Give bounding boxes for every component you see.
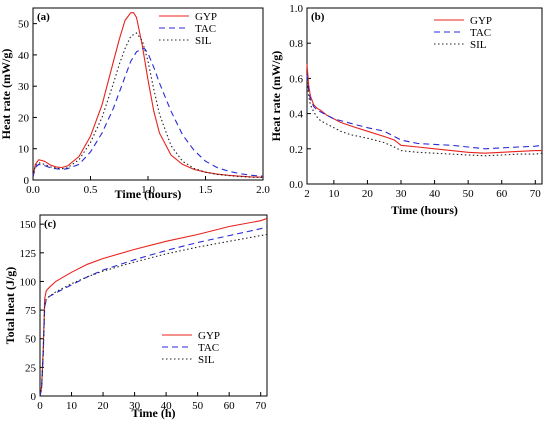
x-tick-label: 2.0 (256, 184, 270, 196)
y-axis-label: Heat rate (mW/g) (0, 49, 13, 140)
x-tick-label: 40 (161, 400, 173, 412)
panel-letter: (a) (37, 11, 50, 23)
y-tick-label: 75 (25, 305, 37, 317)
x-tick-label: 0.0 (26, 184, 40, 196)
y-tick-label: 100 (20, 276, 37, 288)
y-tick-label: 50 (25, 334, 37, 346)
x-tick-label: 30 (129, 400, 141, 412)
x-tick-label: 60 (496, 188, 508, 200)
series-line-tac (32, 48, 264, 178)
x-axis-label: Time (h) (131, 406, 175, 420)
y-tick-label: 0 (24, 175, 30, 187)
legend-label-sil: SIL (195, 35, 212, 47)
x-tick-label: 10 (66, 400, 78, 412)
x-tick-label: 70 (255, 400, 267, 412)
y-tick-label: 30 (18, 81, 30, 93)
y-tick-label: 0.4 (289, 109, 303, 121)
y-tick-label: 0.8 (289, 38, 303, 50)
legend-label-tac: TAC (198, 342, 219, 354)
y-tick-label: 50 (18, 19, 30, 31)
legend-label-gyp: GYP (195, 11, 217, 23)
x-tick-label: 20 (362, 188, 374, 200)
y-tick-label: 0 (31, 391, 37, 403)
y-tick-label: 0.2 (289, 144, 303, 156)
legend-label-tac: TAC (470, 27, 491, 39)
series-line-sil (32, 32, 264, 179)
legend-label-tac: TAC (195, 23, 216, 35)
y-tick-label: 25 (25, 362, 37, 374)
y-tick-label: 20 (18, 112, 30, 124)
y-tick-label: 125 (20, 248, 37, 260)
plot-frame (32, 7, 264, 181)
x-axis-label: Time (hours) (391, 203, 458, 217)
x-tick-label: 0 (37, 400, 43, 412)
plot-frame (306, 7, 543, 185)
panel-letter: (c) (44, 218, 57, 230)
y-tick-label: 1.0 (289, 3, 303, 15)
x-tick-label: 1.5 (199, 184, 213, 196)
series-line-tac (306, 74, 543, 150)
legend-label-gyp: GYP (198, 330, 220, 342)
x-tick-label: 10 (328, 188, 340, 200)
y-tick-label: 0.0 (289, 179, 303, 191)
plot-frame (39, 214, 268, 397)
panel-letter: (b) (311, 11, 325, 23)
x-tick-label: 30 (396, 188, 408, 200)
y-tick-label: 0.6 (289, 73, 303, 85)
x-tick-label: 40 (429, 188, 441, 200)
y-tick-label: 40 (18, 50, 30, 62)
chart-panel-1: 0.0 0.5 1.0 1.5 2.0 0 10 20 30 40 50 Time (hours) He… (0, 7, 270, 201)
series-line-tac (39, 225, 268, 397)
series-line-gyp (32, 12, 264, 178)
series-line-sil (306, 78, 543, 157)
x-tick-label: 0.5 (84, 184, 98, 196)
chart-panel-3: 0 10 20 30 40 50 60 70 0 25 50 75 100 125 150 Time (h) T… (3, 214, 268, 420)
x-tick-label: 50 (463, 188, 475, 200)
y-tick-label: 10 (18, 144, 30, 156)
series-line-gyp (306, 64, 542, 154)
x-tick-label: 1.0 (141, 184, 155, 196)
x-axis-label: Time (hours) (115, 187, 182, 201)
x-tick-label: 60 (224, 400, 236, 412)
x-tick-label: 2 (304, 188, 310, 200)
x-tick-label: 20 (98, 400, 110, 412)
legend-label-gyp: GYP (470, 15, 492, 27)
x-tick-label: 70 (530, 188, 542, 200)
series-line-sil (39, 233, 268, 397)
chart-panel-2: 2 10 20 30 40 50 60 70 0.0 0.2 0.4 0.6 0.8 1.0 Time (h… (269, 3, 543, 217)
y-axis-label: Heat rate (mW/g) (269, 51, 283, 142)
y-tick-label: 150 (20, 219, 37, 231)
x-tick-label: 50 (192, 400, 204, 412)
legend-label-sil: SIL (470, 39, 487, 51)
y-axis-label: Total heat (J/g) (3, 267, 17, 345)
series-line-gyp (39, 217, 268, 397)
legend-label-sil: SIL (198, 354, 215, 366)
